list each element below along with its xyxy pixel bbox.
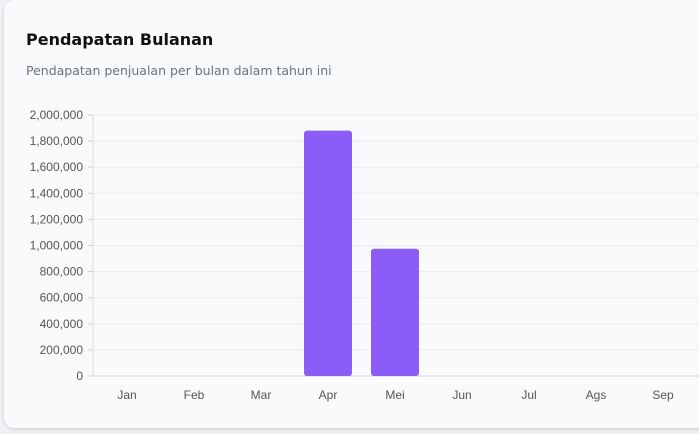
x-tick-label: Jun [452,388,471,402]
card-subtitle: Pendapatan penjualan per bulan dalam tah… [26,63,332,78]
x-tick-label: Apr [319,388,338,402]
card-title: Pendapatan Bulanan [26,30,214,49]
x-tick-label: Mei [385,388,404,402]
y-tick-label: 1,200,000 [30,212,84,226]
y-tick-label: 1,800,000 [30,134,84,148]
y-tick-label: 0 [76,369,83,383]
y-tick-label: 800,000 [40,265,84,279]
y-tick-label: 2,000,000 [30,108,84,122]
x-tick-label: Sep [652,388,674,402]
y-tick-label: 400,000 [40,317,84,331]
bar-apr [304,130,352,376]
bar-mei [371,248,419,376]
y-tick-label: 1,000,000 [30,239,84,253]
x-tick-label: Jan [117,388,136,402]
x-tick-label: Ags [586,388,607,402]
y-tick-label: 1,600,000 [30,160,84,174]
y-tick-label: 1,400,000 [30,186,84,200]
x-tick-label: Jul [521,388,536,402]
y-tick-label: 200,000 [40,343,84,357]
y-tick-label: 600,000 [40,291,84,305]
x-tick-label: Feb [184,388,205,402]
x-tick-label: Mar [251,388,272,402]
